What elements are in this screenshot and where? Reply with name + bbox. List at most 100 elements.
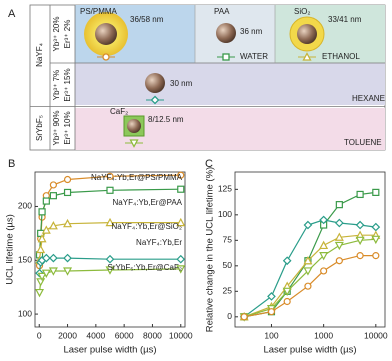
marker: [335, 257, 343, 265]
y-tick-label: 150: [18, 255, 32, 265]
x-tick-label: 100: [264, 330, 278, 340]
marker: [36, 244, 46, 254]
marker: [176, 217, 186, 227]
marker: [176, 254, 186, 264]
dopant-label: Er³⁺ 10%: [63, 111, 72, 144]
solvent-label: HEXANE: [352, 94, 385, 103]
marker: [334, 218, 344, 228]
panel-label: C: [205, 158, 213, 170]
marker: [63, 267, 73, 276]
panel-a-table: [29, 4, 386, 151]
marker: [63, 188, 72, 197]
marker: [49, 181, 57, 189]
x-tick-label: 10000: [364, 330, 388, 340]
host-label: NaYF₄: [35, 43, 44, 67]
marker: [176, 265, 186, 274]
marker: [355, 236, 365, 246]
marker: [48, 267, 58, 276]
series-label: NaYF₄:Yb,Er: [136, 238, 182, 247]
marker: [356, 190, 364, 199]
marker: [41, 269, 51, 278]
marker: [356, 252, 364, 260]
solvent-label: WATER: [240, 52, 268, 61]
dopant-label: Er³⁺ 15%: [63, 68, 72, 101]
marker: [282, 256, 292, 266]
solvent-label: TOLUENE: [344, 138, 382, 147]
marker: [371, 222, 381, 232]
marker: [38, 208, 46, 216]
x-tick-label: 10000: [169, 330, 193, 340]
marker: [41, 253, 51, 263]
marker: [267, 292, 276, 301]
size-label: 8/12.5 nm: [148, 115, 184, 124]
x-axis-label: Laser pulse width (µs): [63, 345, 156, 356]
panel-label: A: [8, 8, 16, 20]
series-label: NaYF₄:Yb,Er@PS/PMMA: [91, 173, 183, 182]
marker: [372, 188, 380, 196]
series-line: [244, 238, 376, 318]
size-label: 30 nm: [170, 79, 193, 88]
series-line: [244, 191, 376, 318]
shell-label: CaF₂: [110, 107, 128, 116]
marker: [37, 233, 47, 243]
marker: [41, 225, 51, 234]
marker: [355, 220, 365, 230]
marker: [282, 287, 292, 297]
marker: [303, 220, 313, 230]
shell-label: PS/PMMA: [80, 7, 118, 16]
marker: [283, 297, 291, 306]
host-label: SrYbF₅: [35, 115, 44, 141]
x-tick-label: 6000: [115, 330, 134, 340]
marker: [63, 175, 72, 184]
dopant-label: Yb³⁺ 90%: [52, 111, 61, 146]
x-tick-label: 8000: [143, 330, 162, 340]
marker: [335, 201, 343, 209]
series-label: NaYF₄:Yb,Er@PAA: [113, 198, 183, 207]
marker: [319, 252, 329, 261]
y-tick-label: 0: [227, 311, 232, 321]
marker: [371, 235, 381, 245]
marker: [42, 197, 50, 205]
y-tick-label: 50: [223, 260, 233, 270]
size-label: 36/58 nm: [130, 15, 164, 24]
marker: [48, 221, 58, 230]
shell-label: PAA: [214, 7, 230, 16]
marker: [37, 272, 47, 282]
marker: [63, 253, 72, 263]
marker: [177, 185, 185, 193]
solvent-label: ETHANOL: [322, 52, 360, 61]
y-tick-label: 75: [223, 235, 233, 245]
x-axis-label: Laser pulse width (µs): [263, 345, 356, 356]
marker: [319, 240, 329, 250]
marker: [36, 278, 46, 287]
marker: [63, 218, 73, 228]
plot-frame: [234, 171, 386, 328]
marker: [320, 267, 328, 275]
y-tick-label: 25: [223, 286, 233, 296]
series-label: SrYbF₅:Yb,Er@CaF₂: [108, 263, 182, 272]
marker: [303, 255, 313, 265]
plot-frame: [34, 171, 186, 328]
marker: [334, 232, 344, 241]
y-axis-label: UCL lifetime (µs): [5, 214, 16, 285]
shell-label: SiO₂: [294, 7, 310, 16]
dopant-label: Er³⁺ 2%: [63, 20, 72, 49]
marker: [105, 266, 115, 275]
size-label: 33/41 nm: [328, 15, 362, 24]
marker: [49, 192, 57, 200]
marker: [35, 288, 45, 298]
x-tick-label: 2000: [58, 330, 77, 340]
marker: [267, 308, 276, 316]
x-tick-label: 4000: [86, 330, 105, 340]
y-axis-label: Relative change in the UCL lifetime (%): [205, 167, 216, 332]
y-tick-label: 100: [218, 209, 232, 219]
marker: [106, 186, 114, 194]
panel-label: B: [8, 158, 15, 170]
marker: [106, 172, 114, 180]
marker: [372, 252, 380, 260]
x-tick-label: 0: [37, 330, 42, 340]
marker: [177, 171, 185, 179]
marker: [105, 217, 115, 227]
